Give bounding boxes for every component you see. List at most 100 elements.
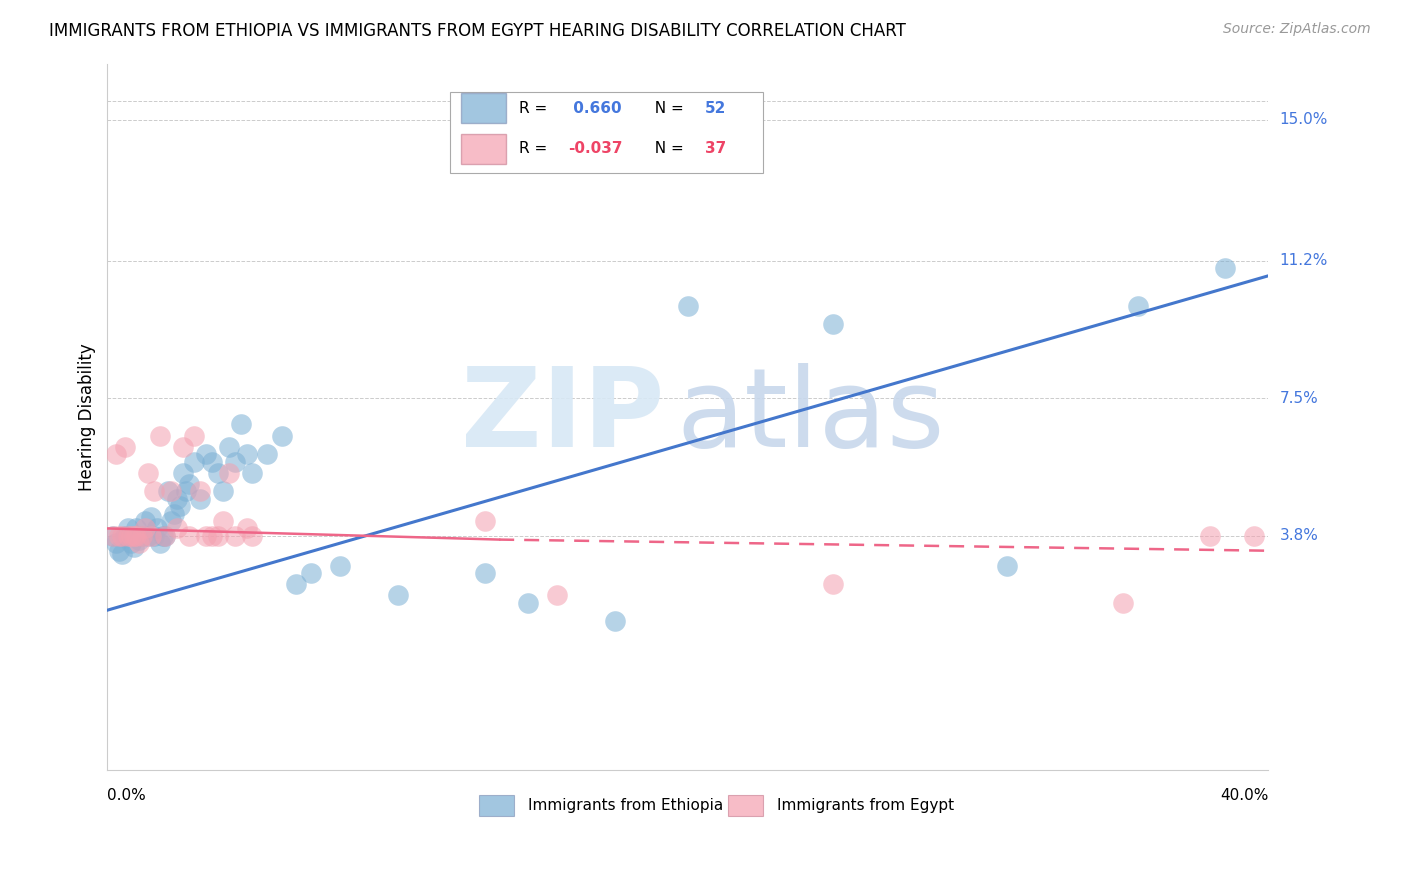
Bar: [728, 795, 763, 816]
Point: [142, 529, 165, 543]
Point: [1112, 596, 1135, 610]
Point: [329, 558, 352, 573]
Point: [183, 428, 205, 442]
Point: [108, 529, 131, 543]
Text: 3.8%: 3.8%: [1279, 528, 1319, 543]
Bar: [479, 795, 513, 816]
Point: [676, 299, 699, 313]
Point: [134, 521, 156, 535]
Point: [125, 529, 148, 543]
Point: [229, 417, 252, 432]
Point: [172, 466, 194, 480]
Point: [474, 514, 496, 528]
Point: [128, 536, 150, 550]
Point: [1199, 529, 1222, 543]
FancyBboxPatch shape: [461, 94, 506, 123]
Point: [122, 529, 145, 543]
Point: [1126, 299, 1149, 313]
Point: [111, 548, 134, 562]
Text: 15.0%: 15.0%: [1279, 112, 1327, 128]
Point: [235, 521, 257, 535]
Point: [103, 529, 125, 543]
Text: R =: R =: [519, 101, 553, 116]
Point: [157, 484, 180, 499]
Point: [224, 454, 246, 468]
FancyBboxPatch shape: [450, 92, 763, 173]
Point: [114, 440, 136, 454]
Point: [163, 507, 186, 521]
Point: [169, 499, 191, 513]
Text: N =: N =: [645, 101, 689, 116]
Text: -0.037: -0.037: [568, 142, 623, 156]
Point: [299, 566, 322, 580]
Point: [218, 440, 240, 454]
Point: [136, 529, 159, 543]
Point: [201, 529, 224, 543]
Point: [474, 566, 496, 580]
FancyBboxPatch shape: [461, 134, 506, 164]
Text: R =: R =: [519, 142, 553, 156]
Point: [108, 543, 131, 558]
Point: [114, 529, 136, 543]
Point: [131, 529, 153, 543]
Point: [177, 476, 200, 491]
Point: [517, 596, 540, 610]
Point: [145, 521, 167, 535]
Point: [207, 529, 229, 543]
Point: [546, 588, 568, 602]
Text: Immigrants from Ethiopia: Immigrants from Ethiopia: [527, 797, 723, 813]
Point: [995, 558, 1018, 573]
Point: [117, 529, 139, 543]
Point: [166, 491, 188, 506]
Point: [242, 529, 264, 543]
Point: [117, 521, 139, 535]
Point: [821, 317, 844, 331]
Point: [105, 447, 128, 461]
Point: [120, 536, 142, 550]
Point: [122, 540, 145, 554]
Point: [128, 533, 150, 547]
Point: [174, 484, 197, 499]
Point: [160, 484, 183, 499]
Text: 11.2%: 11.2%: [1279, 253, 1327, 268]
Point: [242, 466, 264, 480]
Point: [149, 428, 172, 442]
Point: [136, 466, 159, 480]
Point: [387, 588, 409, 602]
Text: ZIP: ZIP: [461, 363, 665, 470]
Point: [195, 447, 218, 461]
Point: [166, 521, 188, 535]
Text: 40.0%: 40.0%: [1220, 789, 1268, 804]
Point: [188, 491, 211, 506]
Point: [201, 454, 224, 468]
Point: [605, 615, 627, 629]
Point: [139, 529, 162, 543]
Text: IMMIGRANTS FROM ETHIOPIA VS IMMIGRANTS FROM EGYPT HEARING DISABILITY CORRELATION: IMMIGRANTS FROM ETHIOPIA VS IMMIGRANTS F…: [49, 22, 905, 40]
Text: atlas: atlas: [676, 363, 945, 470]
Point: [155, 529, 177, 543]
Point: [212, 514, 235, 528]
Point: [212, 484, 235, 499]
Text: N =: N =: [645, 142, 689, 156]
Point: [218, 466, 240, 480]
Point: [207, 466, 229, 480]
Point: [177, 529, 200, 543]
Point: [256, 447, 278, 461]
Y-axis label: Hearing Disability: Hearing Disability: [79, 343, 96, 491]
Point: [139, 510, 162, 524]
Point: [172, 440, 194, 454]
Text: 37: 37: [706, 142, 727, 156]
Point: [188, 484, 211, 499]
Point: [149, 536, 172, 550]
Point: [235, 447, 257, 461]
Point: [111, 529, 134, 543]
Point: [195, 529, 218, 543]
Text: 0.0%: 0.0%: [107, 789, 146, 804]
Point: [821, 577, 844, 591]
Point: [152, 529, 174, 543]
Point: [270, 428, 292, 442]
Point: [120, 529, 142, 543]
Text: Source: ZipAtlas.com: Source: ZipAtlas.com: [1223, 22, 1371, 37]
Point: [183, 454, 205, 468]
Text: 0.660: 0.660: [568, 101, 621, 116]
